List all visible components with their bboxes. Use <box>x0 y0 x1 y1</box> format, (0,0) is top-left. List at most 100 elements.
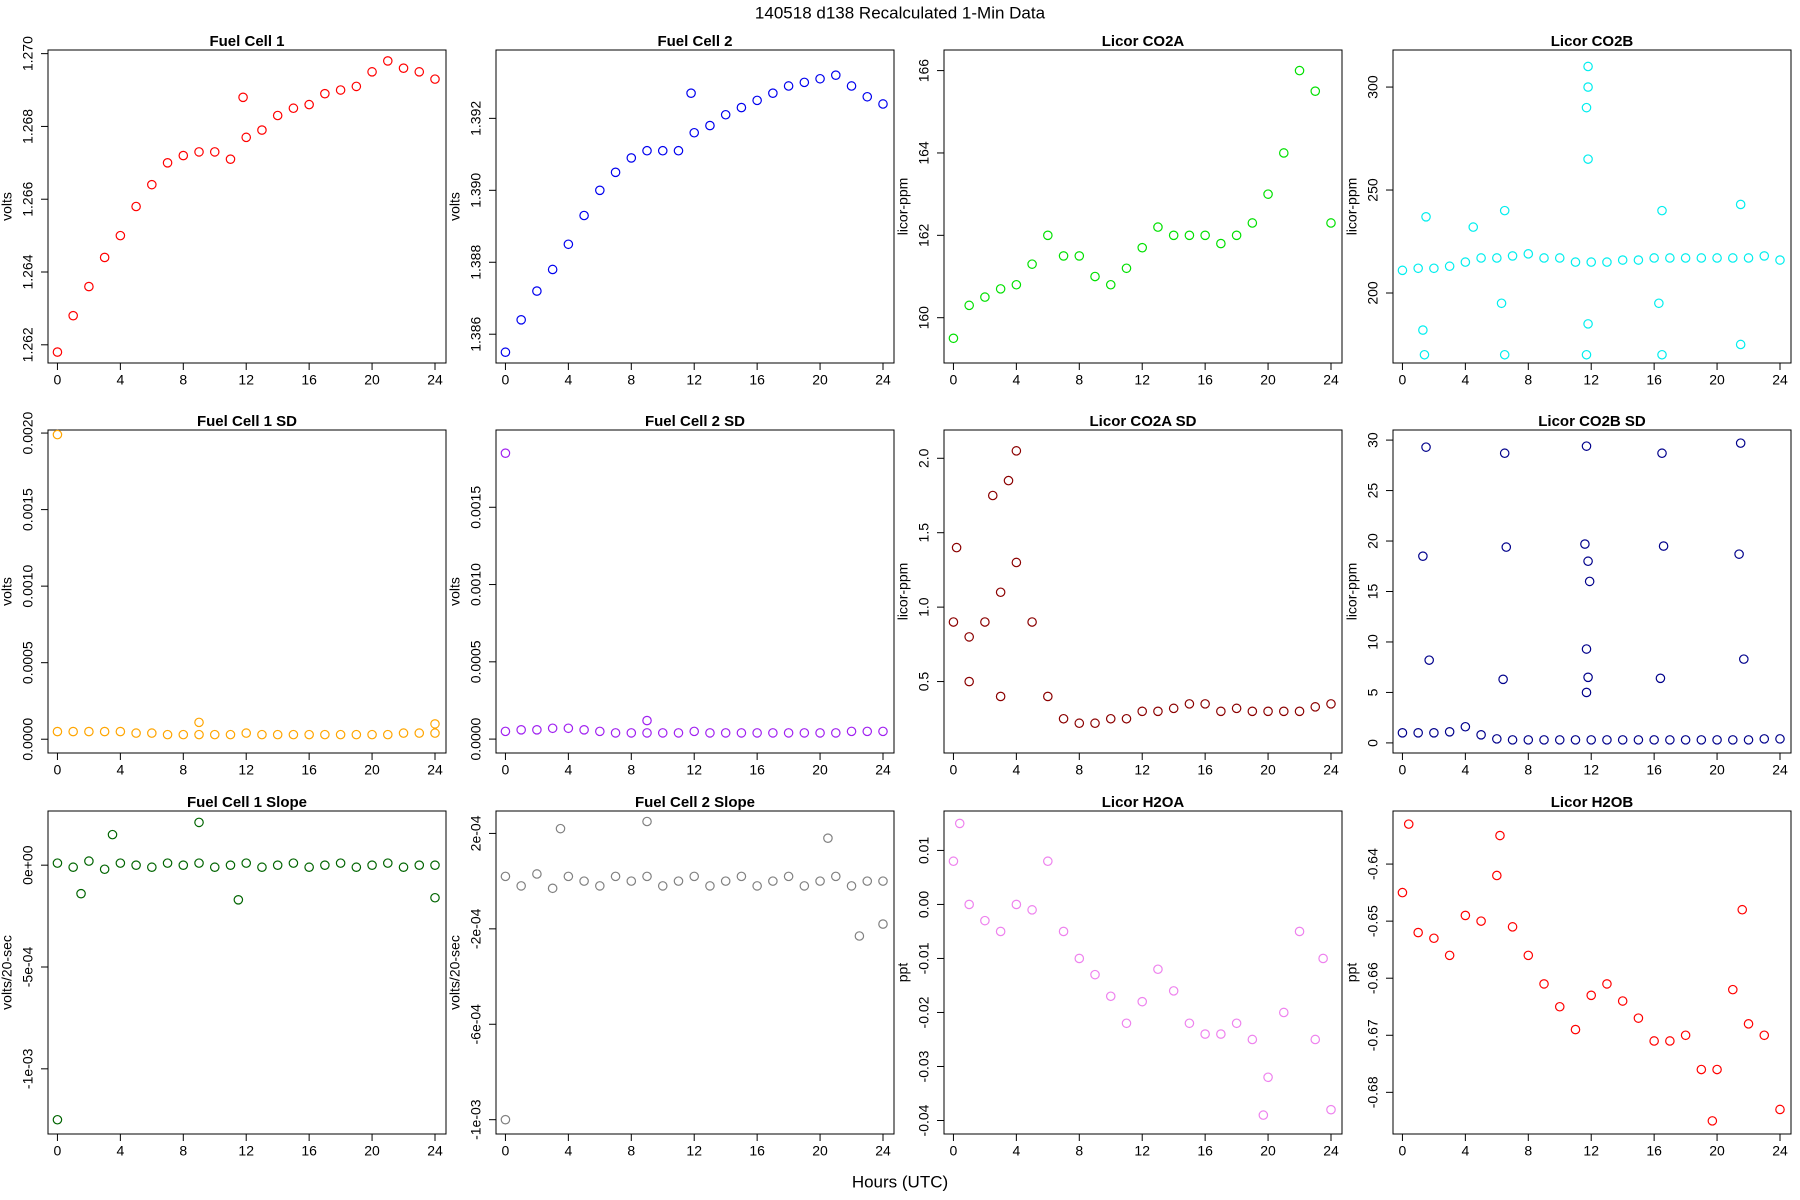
point <box>1759 734 1770 744</box>
point <box>673 728 684 738</box>
point <box>1583 82 1593 92</box>
point <box>382 858 393 868</box>
point <box>610 167 621 178</box>
point <box>1058 251 1069 261</box>
point <box>1027 259 1037 269</box>
point <box>288 103 299 114</box>
x-tick-label: 4 <box>1012 1143 1020 1159</box>
x-tick-label: 24 <box>875 372 891 388</box>
panel-title: Licor CO2B <box>1551 33 1634 50</box>
point <box>430 892 440 903</box>
x-tick-label: 4 <box>564 372 572 388</box>
point <box>84 281 94 292</box>
point <box>99 726 110 737</box>
x-tick-label: 20 <box>1709 372 1725 388</box>
point <box>1649 253 1659 263</box>
y-tick-label: -6e-04 <box>468 1004 484 1045</box>
y-tick-label: 2e-04 <box>468 815 484 851</box>
point <box>995 587 1006 598</box>
x-tick-label: 0 <box>502 762 510 778</box>
point <box>76 888 86 899</box>
point <box>1657 349 1667 360</box>
x-tick-label: 8 <box>1075 762 1083 778</box>
point <box>995 926 1006 937</box>
panel-title: Fuel Cell 1 <box>209 33 284 50</box>
point <box>162 158 173 168</box>
x-tick-label: 4 <box>564 1143 572 1159</box>
y-tick-label: 0.0015 <box>468 486 484 529</box>
point <box>1727 253 1738 263</box>
point <box>995 691 1006 702</box>
x-tick-label: 12 <box>686 1143 702 1159</box>
point <box>367 729 377 740</box>
point <box>1397 887 1408 898</box>
plot-box <box>495 429 895 754</box>
point <box>194 717 204 728</box>
point <box>642 145 652 156</box>
point <box>1554 253 1565 263</box>
point <box>815 73 825 84</box>
point <box>1121 1018 1132 1029</box>
point <box>115 726 126 737</box>
point <box>948 617 959 627</box>
point <box>720 109 731 120</box>
point <box>257 125 267 135</box>
point <box>52 347 63 357</box>
y-tick-label: 1.392 <box>468 101 484 136</box>
y-tick-label: -1e-03 <box>468 1099 484 1140</box>
point <box>194 858 204 868</box>
panel-title: Licor H2OB <box>1551 794 1634 811</box>
point <box>1121 713 1132 724</box>
x-tick-label: 20 <box>364 762 380 778</box>
x-tick-label: 8 <box>1524 372 1532 388</box>
panel-title: Licor H2OA <box>1102 794 1185 811</box>
y-tick-label: 1.264 <box>20 254 36 289</box>
point <box>1011 279 1022 290</box>
point <box>147 728 157 738</box>
point <box>1011 446 1022 456</box>
x-tick-label: 8 <box>179 1143 187 1159</box>
point <box>657 881 668 891</box>
x-tick-label: 24 <box>427 372 443 388</box>
point <box>1263 189 1273 199</box>
point <box>1712 735 1722 745</box>
point <box>1570 257 1581 267</box>
point <box>1759 1030 1770 1041</box>
point <box>595 185 605 196</box>
point <box>1247 218 1258 228</box>
point <box>1200 1029 1210 1039</box>
point <box>233 894 244 905</box>
point <box>954 818 965 829</box>
y-tick-label: 160 <box>916 306 932 330</box>
y-tick-label: -2e-04 <box>468 908 484 949</box>
point <box>823 833 833 843</box>
x-tick-label: 8 <box>1075 372 1083 388</box>
point <box>1523 249 1534 259</box>
point <box>1460 721 1471 732</box>
point <box>532 869 542 879</box>
x-tick-label: 8 <box>179 372 187 388</box>
x-tick-label: 16 <box>301 372 317 388</box>
point <box>414 67 425 77</box>
point <box>1696 253 1707 263</box>
point <box>1737 904 1748 915</box>
y-tick-label: -0.04 <box>916 1104 932 1136</box>
point <box>1586 990 1597 1001</box>
point <box>1735 438 1746 448</box>
point <box>1734 549 1744 559</box>
point <box>689 127 700 138</box>
y-tick-label: 0.0000 <box>20 718 36 761</box>
point <box>1712 253 1722 263</box>
point <box>194 729 204 740</box>
x-tick-label: 20 <box>1709 762 1725 778</box>
point <box>610 871 621 882</box>
point <box>1294 65 1305 76</box>
point <box>1200 699 1210 709</box>
y-tick-label: 0.0005 <box>468 640 484 683</box>
x-tick-label: 8 <box>627 1143 635 1159</box>
point <box>1665 735 1675 745</box>
point <box>579 876 589 886</box>
x-tick-label: 16 <box>749 762 765 778</box>
panel-title: Licor CO2B SD <box>1538 413 1646 430</box>
point <box>84 856 94 866</box>
